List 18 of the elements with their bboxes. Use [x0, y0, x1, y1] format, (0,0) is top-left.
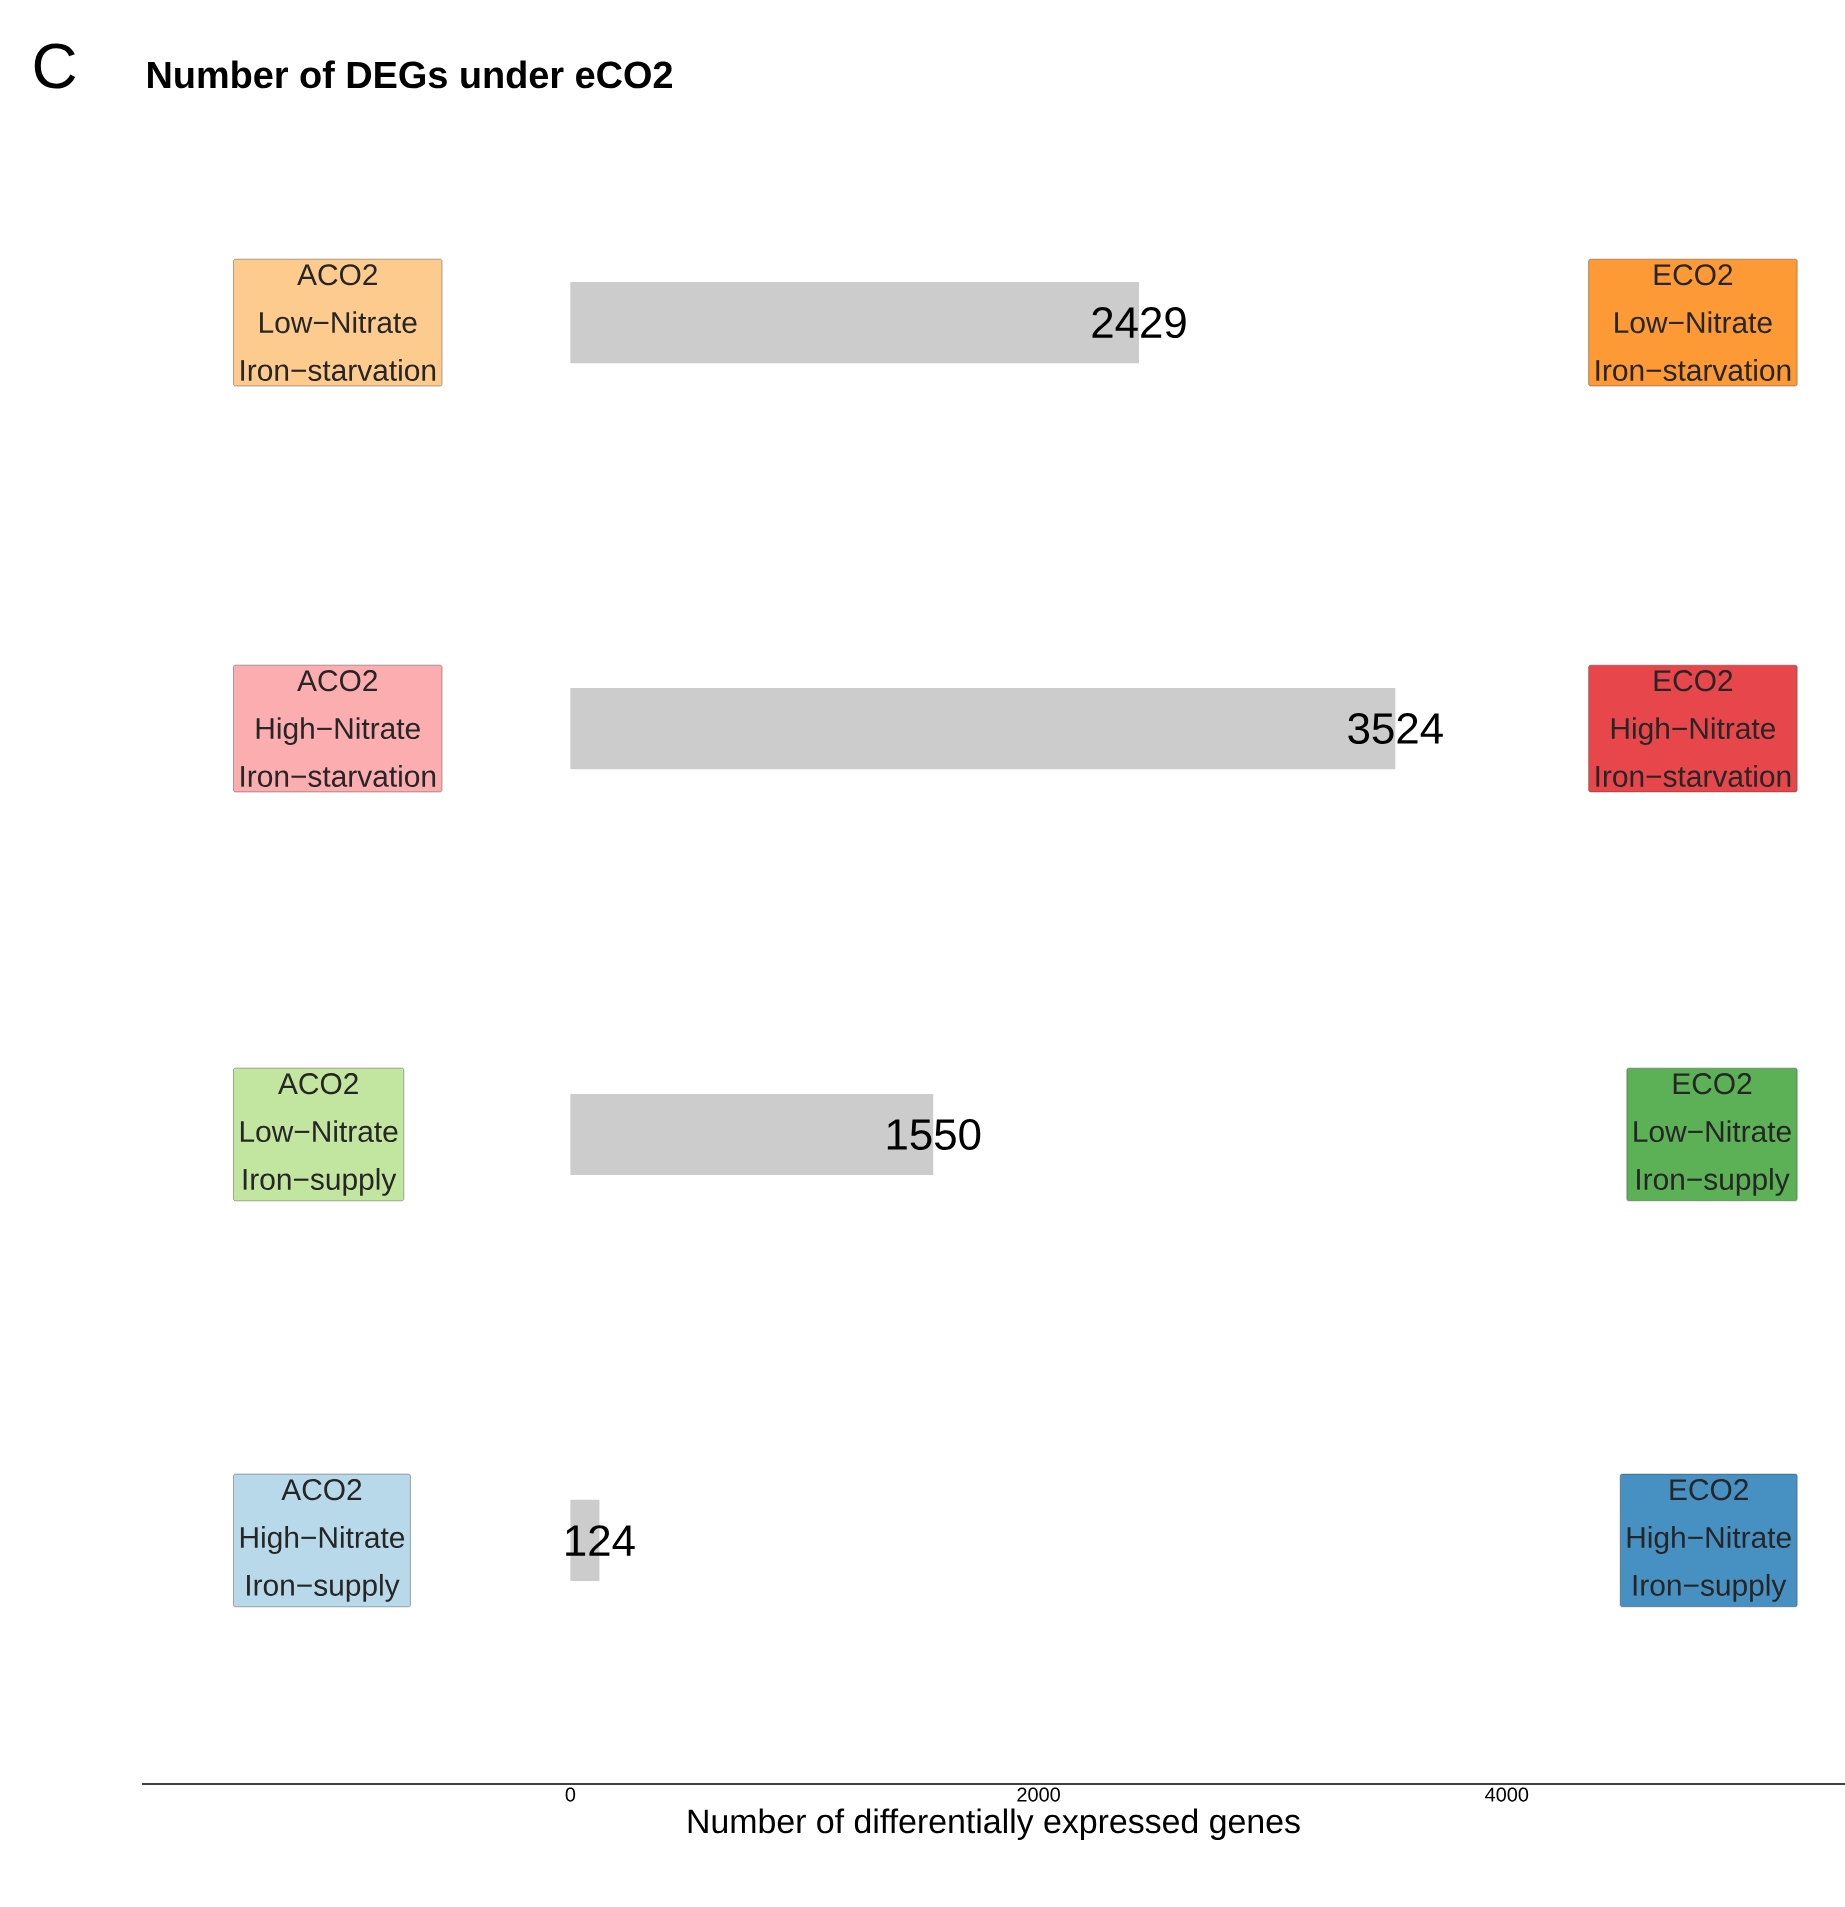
chart-title: Number of DEGs under eCO2 [148, 60, 672, 89]
annotation: ECO2 High−Nitrate Iron−supply [1627, 1479, 1791, 1602]
y-tick-label: ACO2 Low−Nitrate Iron−supply [240, 1073, 398, 1196]
annotation: ECO2 Low−Nitrate Iron−supply [1634, 1073, 1791, 1196]
y-tick-label: ACO2 Low−Nitrate Iron−starvation [241, 264, 436, 381]
data-label: 2429 [1092, 307, 1186, 339]
annotation: ECO2 Low−Nitrate Iron−starvation [1596, 264, 1791, 381]
annotation: ECO2 High−Nitrate Iron−starvation [1596, 670, 1791, 787]
x-tick-label: 2000 [1017, 1787, 1060, 1802]
y-tick-label: ACO2 High−Nitrate Iron−supply [240, 1479, 405, 1602]
y-tick-label: ACO2 High−Nitrate Iron−starvation [241, 670, 436, 787]
data-label: 124 [566, 1525, 635, 1556]
text: C [34, 43, 76, 89]
x-tick-label: 4000 [1485, 1787, 1529, 1802]
data-label: 1550 [887, 1118, 981, 1150]
data-label: 3524 [1348, 713, 1443, 745]
x-tick-label: 0 [565, 1787, 576, 1802]
x-axis-title: Number of differentially expressed genes [688, 1808, 1300, 1841]
